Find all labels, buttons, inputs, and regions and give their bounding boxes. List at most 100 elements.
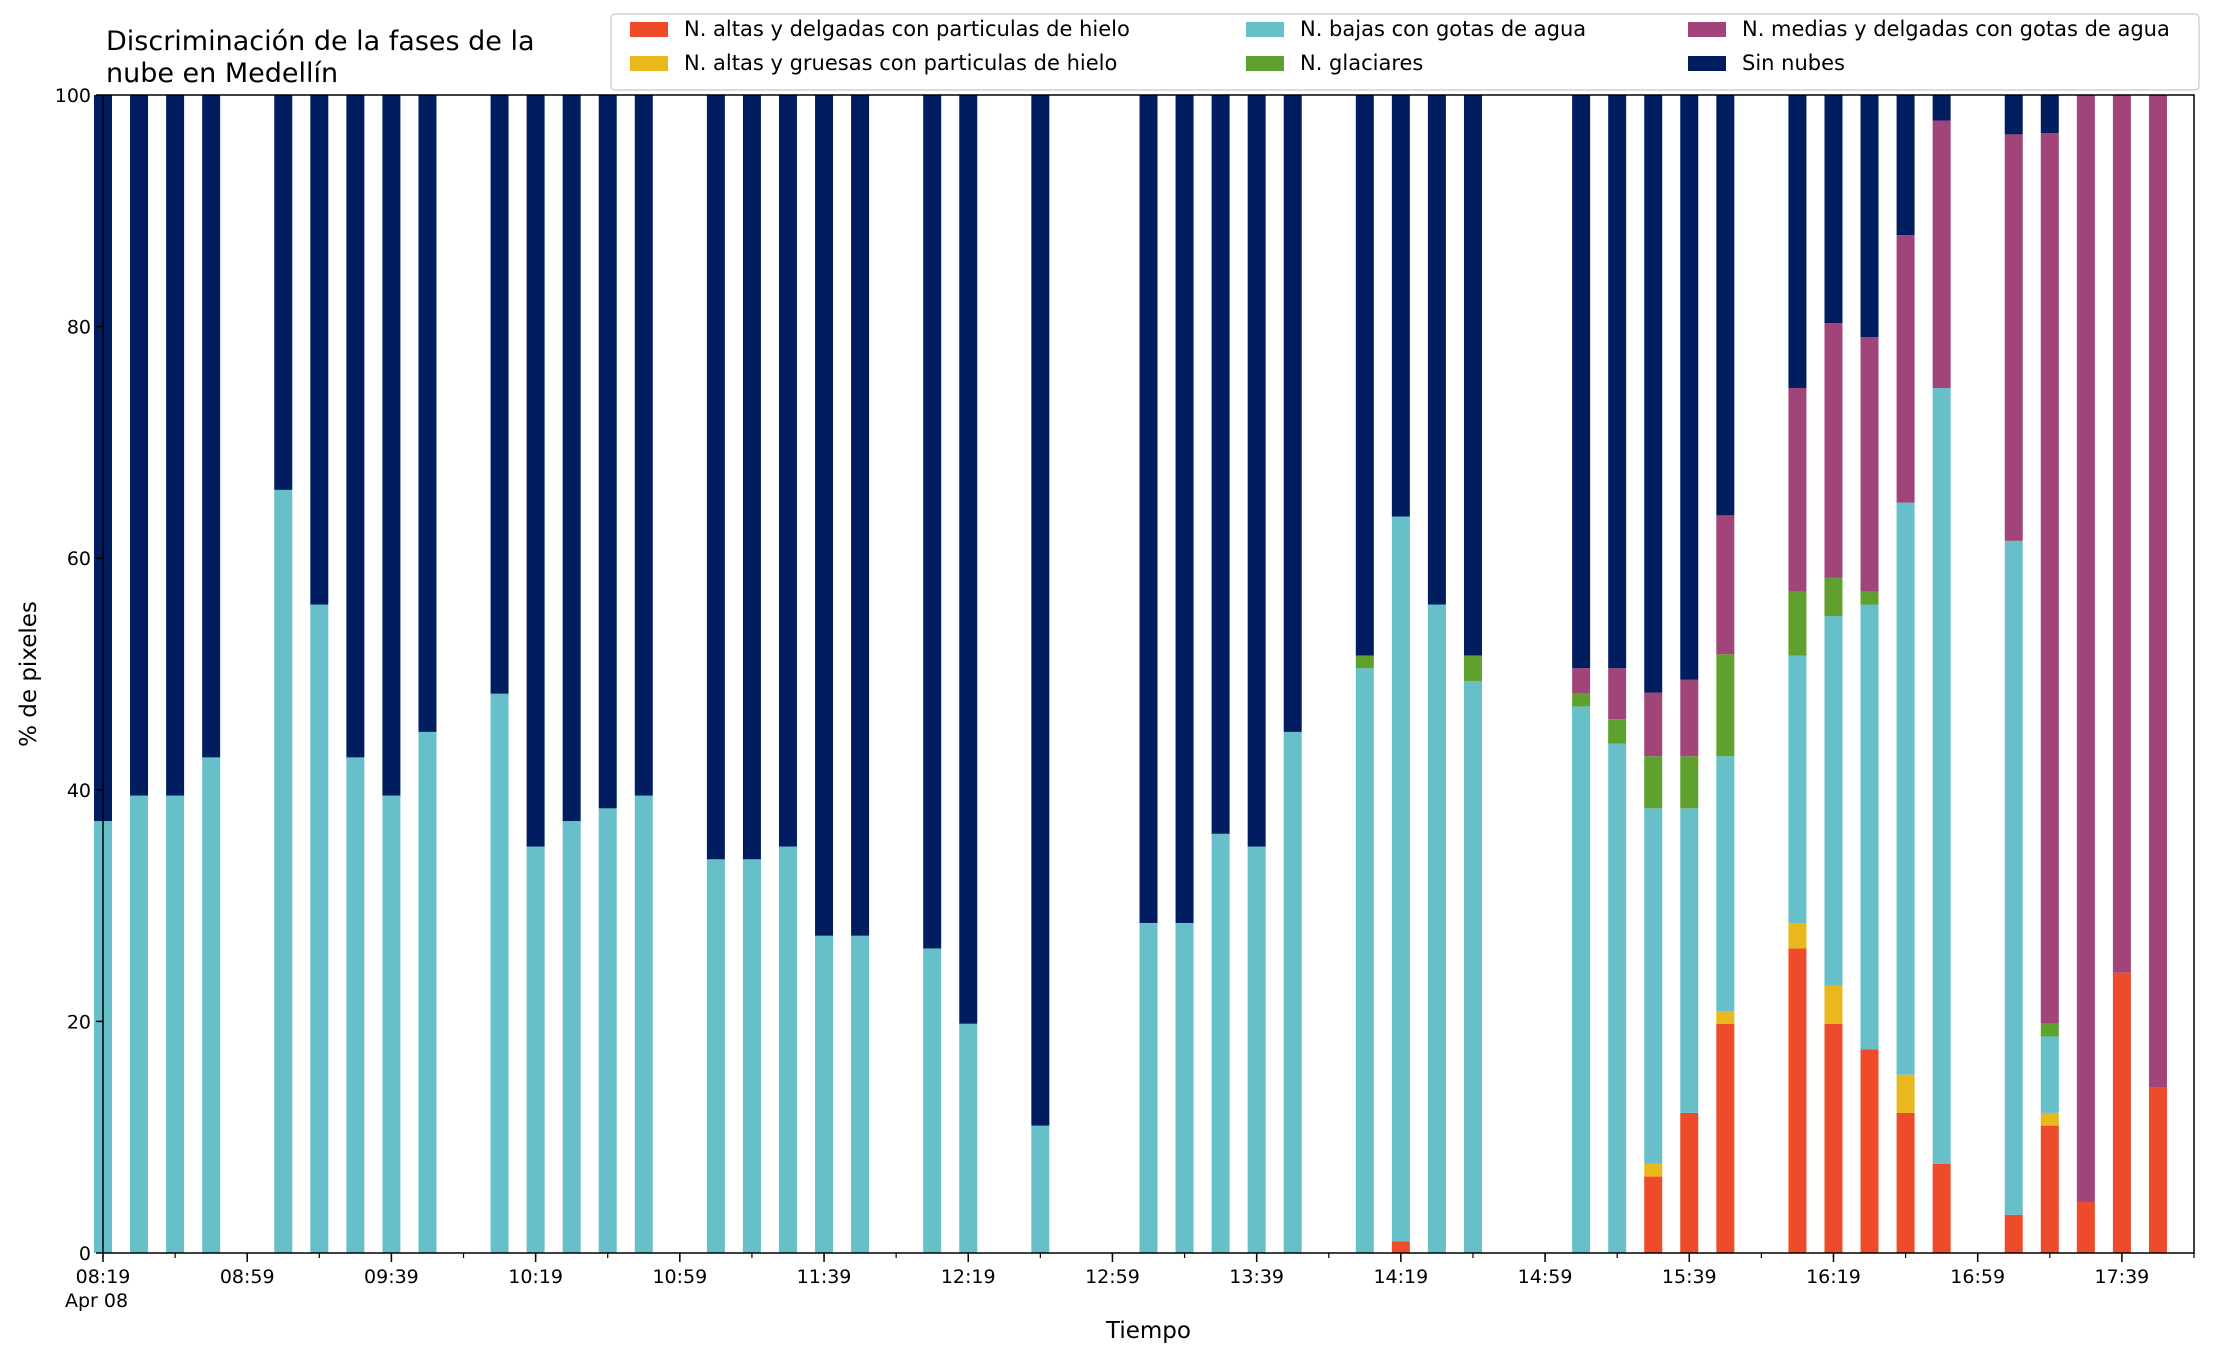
legend-label: N. altas y delgadas con particulas de hi… [684, 17, 1130, 41]
x-tick-label: 08:59 [220, 1266, 275, 1288]
bar-segment-md [2112, 95, 2131, 973]
bar-segment-sn [742, 95, 761, 860]
bar-segment-bg [1031, 1125, 1050, 1253]
bar-segment-ag [2040, 1112, 2059, 1126]
bar-segment-gl [1860, 591, 1879, 605]
bar-segment-bg [1427, 604, 1446, 1253]
bar-segment-ah [2076, 1202, 2095, 1253]
bar-segment-sn [1391, 95, 1410, 517]
bar-segment-bg [1680, 808, 1699, 1113]
legend-item-gl: N. glaciares [1246, 51, 1423, 75]
bar-segment-md [2004, 134, 2023, 541]
bar-segment-gl [1608, 719, 1627, 744]
bar-segment-md [1680, 679, 1699, 757]
x-tick-label: 17:39 [2095, 1266, 2150, 1288]
bar-segment-ag [1824, 985, 1843, 1024]
bar-stack-1719 [2040, 95, 2059, 1253]
bar-stack-1729 [2076, 95, 2095, 1253]
y-tick-label: 0 [79, 1243, 91, 1265]
bar-stack-1749 [2148, 95, 2167, 1253]
bar-segment-bg [851, 935, 870, 1253]
x-tick-label: 15:39 [1662, 1266, 1717, 1288]
bar-stack-0949 [418, 95, 437, 1253]
x-tick-sublabel: Apr 08 [65, 1290, 128, 1312]
bar-stack-1019 [526, 95, 545, 1253]
y-tick-label: 60 [67, 548, 91, 570]
x-tick-label: 12:59 [1085, 1266, 1140, 1288]
bar-stack-1609 [1788, 95, 1807, 1253]
bar-segment-bg [1247, 846, 1266, 1253]
legend-swatch [630, 56, 668, 71]
y-tick-label: 20 [67, 1011, 91, 1033]
bar-segment-sn [1860, 95, 1879, 338]
chart-title-line: Discriminación de la fases de la [106, 26, 535, 57]
bar-segment-gl [1463, 655, 1482, 681]
bar-stack-1049 [634, 95, 653, 1253]
bar-segment-ah [1716, 1023, 1735, 1253]
bar-segment-bg [1644, 808, 1663, 1164]
y-axis-label: % de pixeles [16, 601, 42, 747]
bar-segment-bg [634, 795, 653, 1253]
bar-segment-bg [1211, 833, 1230, 1253]
bar-segment-ah [1824, 1023, 1843, 1253]
bar-segment-sn [1031, 95, 1050, 1126]
bar-segment-md [1896, 235, 1915, 503]
bar-segment-sn [959, 95, 978, 1024]
legend-label: N. bajas con gotas de agua [1300, 17, 1586, 41]
bar-stack-1419 [1391, 95, 1410, 1253]
bar-segment-md [1608, 668, 1627, 720]
bar-segment-sn [310, 95, 329, 605]
bar-segment-bg [923, 948, 942, 1253]
bar-stack-1629 [1860, 95, 1879, 1253]
bar-stack-1119 [742, 95, 761, 1253]
bar-segment-bg [274, 489, 293, 1253]
x-tick-label: 08:19 [76, 1266, 131, 1288]
bar-segment-ah [1391, 1241, 1410, 1253]
bar-segment-sn [166, 95, 185, 796]
bar-segment-sn [490, 95, 509, 694]
bar-segment-sn [1463, 95, 1482, 656]
bar-segment-gl [1824, 577, 1843, 617]
legend-label: N. medias y delgadas con gotas de agua [1742, 17, 2170, 41]
bar-segment-sn [1896, 95, 1915, 236]
bar-segment-ag [1788, 922, 1807, 949]
bar-stack-1129 [778, 95, 797, 1253]
bar-segment-sn [1247, 95, 1266, 847]
bar-segment-bg [382, 795, 401, 1253]
legend-swatch [630, 22, 668, 37]
bar-stack-1519 [1608, 95, 1627, 1253]
bar-stack-1029 [562, 95, 581, 1253]
bar-segment-bg [1139, 922, 1158, 1253]
bar-stack-1739 [2112, 95, 2131, 1253]
bar-segment-ah [1788, 948, 1807, 1253]
bar-stack-0839 [166, 95, 185, 1253]
bar-stack-1329 [1211, 95, 1230, 1253]
bar-segment-sn [706, 95, 725, 860]
bar-segment-bg [526, 846, 545, 1253]
bar-segment-sn [634, 95, 653, 796]
legend-item-bg: N. bajas con gotas de agua [1246, 17, 1586, 41]
legend-label: N. altas y gruesas con particulas de hie… [684, 51, 1117, 75]
bar-segment-sn [526, 95, 545, 847]
bar-segment-sn [1680, 95, 1699, 680]
bar-stack-0829 [130, 95, 149, 1253]
bar-segment-sn [598, 95, 617, 809]
bar-segment-bg [598, 808, 617, 1253]
x-axis-label: Tiempo [1105, 1318, 1191, 1344]
bar-stack-1439 [1463, 95, 1482, 1253]
bar-stack-1009 [490, 95, 509, 1253]
bar-segment-md [1644, 692, 1663, 757]
bar-stack-1649 [1932, 95, 1951, 1253]
bar-segment-bg [490, 693, 509, 1253]
bar-stack-1619 [1824, 95, 1843, 1253]
legend-box [610, 13, 2200, 91]
x-tick-label: 09:39 [364, 1266, 419, 1288]
bar-segment-bg [1896, 502, 1915, 1075]
bar-segment-bg [1463, 680, 1482, 1253]
bar-segment-gl [1788, 591, 1807, 656]
bar-segment-gl [1644, 756, 1663, 809]
bar-segment-gl [1355, 655, 1374, 669]
bar-segment-bg [2040, 1036, 2059, 1113]
bar-segment-ag [1896, 1074, 1915, 1113]
